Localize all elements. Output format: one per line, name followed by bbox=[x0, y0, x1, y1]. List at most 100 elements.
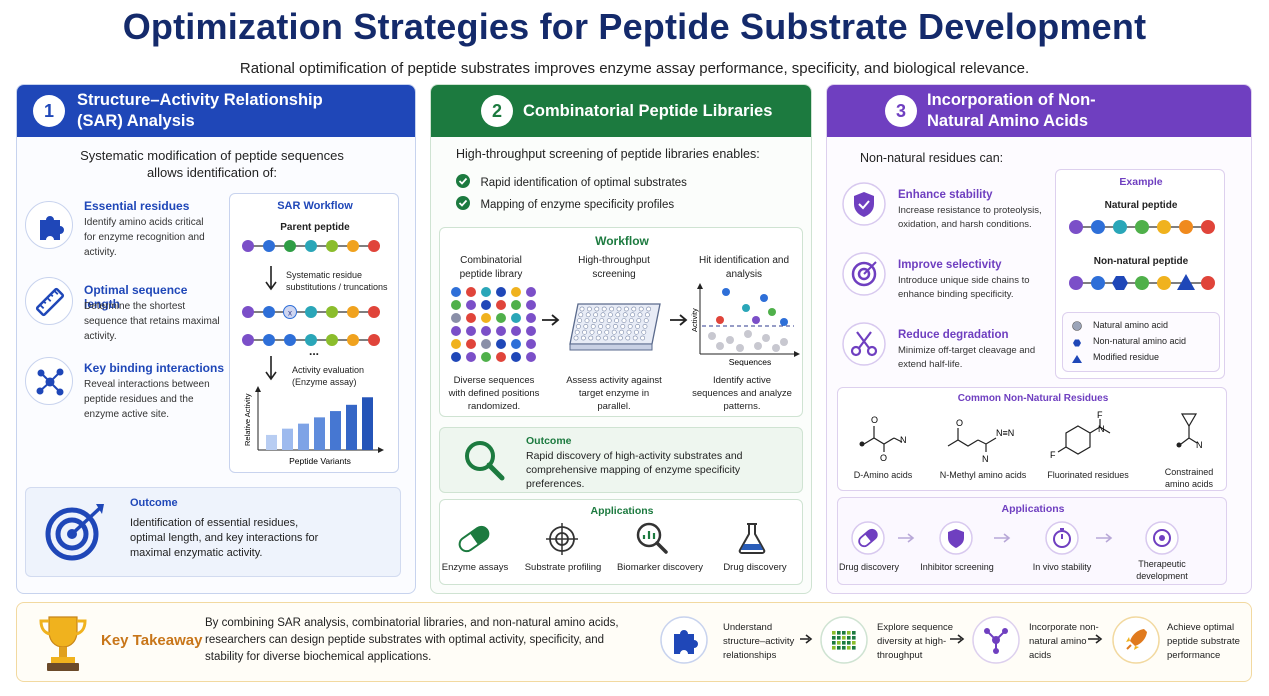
library-peptide-dot bbox=[526, 300, 536, 310]
library-peptide-dot bbox=[496, 313, 506, 323]
plate-well bbox=[588, 335, 594, 341]
scatter-point bbox=[742, 304, 750, 312]
residue-label: N-Methyl amino acids bbox=[939, 470, 1027, 480]
plate-well bbox=[620, 324, 626, 329]
substitution-label: Systematic residue substitutions / trunc… bbox=[286, 270, 388, 292]
grid-cell bbox=[837, 631, 841, 635]
item-binding-interactions: Key binding interactions Reveal interact… bbox=[25, 353, 225, 423]
hit-scatter-chart: Activity Sequences bbox=[690, 283, 800, 366]
plate-well bbox=[606, 318, 612, 323]
library-peptide-dot bbox=[451, 326, 461, 336]
target-icon bbox=[546, 523, 578, 555]
step-label: Achieve optimal peptide substrate perfor… bbox=[1167, 622, 1240, 661]
library-peptide-dot bbox=[511, 287, 521, 297]
panel-intro: High-throughput screening of peptide lib… bbox=[456, 147, 760, 161]
grid-cell bbox=[837, 646, 841, 650]
residues-title: Common Non-Natural Residues bbox=[957, 393, 1109, 404]
non-natural-applications-card: Applications Drug discovery Inhibitor sc… bbox=[837, 497, 1227, 585]
plate-well bbox=[622, 312, 628, 318]
application-label: Therapeutic development bbox=[1136, 559, 1188, 581]
sar-bar bbox=[362, 397, 373, 450]
legend-item: Non-natural amino acid bbox=[1093, 336, 1187, 346]
plate-well bbox=[577, 318, 582, 323]
plate-well bbox=[608, 312, 613, 318]
item-reduce-degradation: Reduce degradation Minimize off-target c… bbox=[841, 321, 1051, 381]
item-title: Optimal sequence length bbox=[84, 283, 188, 311]
libraries-panel: 2 Combinatorial Peptide Libraries High-t… bbox=[430, 84, 812, 594]
peptide-library-grid bbox=[451, 287, 536, 362]
plate-well bbox=[590, 324, 596, 329]
capsule-icon bbox=[458, 525, 490, 553]
library-peptide-dot bbox=[496, 287, 506, 297]
plate-well bbox=[621, 318, 627, 323]
sar-bar bbox=[314, 417, 325, 450]
plate-well bbox=[589, 329, 595, 335]
library-peptide-dot bbox=[511, 313, 521, 323]
library-peptide-dot bbox=[496, 352, 506, 362]
library-peptide-dot bbox=[526, 313, 536, 323]
plate-well bbox=[615, 312, 621, 318]
check-label: Rapid identification of optimal substrat… bbox=[480, 177, 687, 189]
arrow-down-icon bbox=[265, 356, 277, 381]
chart-ylabel: Activity bbox=[690, 308, 699, 332]
arrow-right-icon bbox=[1096, 533, 1113, 543]
d-amino-acid-structure: O O N bbox=[859, 415, 907, 463]
plate-well bbox=[594, 306, 600, 312]
library-peptide-dot bbox=[481, 287, 491, 297]
plate-well bbox=[598, 324, 603, 329]
plate-well bbox=[635, 324, 640, 329]
library-peptide-dot bbox=[496, 339, 506, 349]
plate-well bbox=[632, 335, 638, 341]
item-improve-selectivity: Improve selectivity Introduce unique sid… bbox=[841, 251, 1051, 311]
plate-well bbox=[579, 306, 585, 312]
library-peptide-dot bbox=[451, 352, 461, 362]
library-peptide-dot bbox=[466, 313, 476, 323]
panel-number: 3 bbox=[885, 95, 917, 127]
non-natural-panel-header: 3 Incorporation of Non-Natural Amino Aci… bbox=[827, 85, 1251, 137]
svg-text:F: F bbox=[1050, 450, 1056, 460]
application-label: Drug discovery bbox=[838, 562, 900, 572]
arrow-right-icon bbox=[898, 533, 915, 543]
arrow-right-icon bbox=[800, 634, 813, 644]
scatter-point bbox=[780, 318, 788, 326]
scatter-point bbox=[772, 344, 780, 352]
library-peptide-dot bbox=[496, 300, 506, 310]
libraries-panel-header: 2 Combinatorial Peptide Libraries bbox=[431, 85, 811, 137]
plate-well bbox=[638, 306, 644, 312]
item-enhance-stability: Enhance stability Increase resistance to… bbox=[841, 181, 1051, 241]
plate-well bbox=[580, 335, 586, 341]
item-desc: Reveal interactions between peptide resi… bbox=[84, 379, 210, 420]
svg-text:O: O bbox=[871, 415, 878, 425]
plate-well bbox=[625, 335, 631, 341]
plate-well bbox=[627, 324, 633, 329]
plate-well bbox=[624, 306, 629, 312]
sar-bar-chart: Relative Activity Peptide Variants bbox=[243, 386, 384, 466]
panel-intro: Non-natural residues can: bbox=[860, 151, 1004, 165]
grid-cell bbox=[847, 641, 851, 645]
ellipsis: ... bbox=[308, 344, 319, 358]
item-title: Essential residues bbox=[84, 199, 190, 213]
step-title: High-throughput screening bbox=[578, 255, 650, 280]
svg-text:O: O bbox=[880, 453, 887, 463]
plate-well bbox=[645, 312, 650, 318]
plate-well bbox=[618, 335, 623, 341]
plate-well bbox=[616, 306, 622, 312]
natural-peptide-label: Natural peptide bbox=[1104, 200, 1178, 211]
shield-icon bbox=[939, 521, 973, 555]
plate-well bbox=[583, 324, 589, 329]
grid-cell bbox=[847, 636, 851, 640]
plate-well bbox=[611, 329, 617, 335]
library-peptide-dot bbox=[481, 313, 491, 323]
scatter-point bbox=[780, 338, 788, 346]
panel-title: Combinatorial Peptide Libraries bbox=[523, 101, 773, 120]
plate-well bbox=[593, 312, 598, 318]
applications-title: Applications bbox=[1001, 503, 1065, 515]
grid-cell bbox=[842, 631, 846, 635]
panel-title: Structure–Activity Relationship (SAR) An… bbox=[77, 91, 323, 130]
library-peptide-dot bbox=[496, 326, 506, 336]
plate-well bbox=[613, 324, 618, 329]
magnifier-icon bbox=[465, 441, 505, 481]
grid-cell bbox=[832, 641, 836, 645]
grid-icon bbox=[820, 616, 868, 664]
application-label: Biomarker discovery bbox=[616, 562, 704, 573]
